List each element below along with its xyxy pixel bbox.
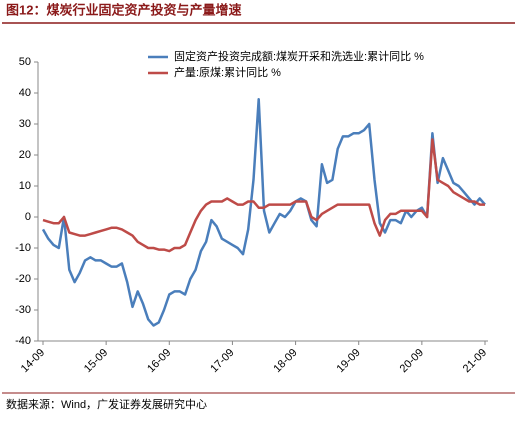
x-tick-label: 17-09 [208,347,236,375]
x-tick-label: 19-09 [335,347,363,375]
y-tick-label: 0 [25,211,31,223]
y-tick-label: 40 [19,87,31,99]
series-line [41,97,486,327]
x-tick-label: 18-09 [271,347,299,375]
y-tick-label: 20 [19,149,31,161]
x-tick-label: 16-09 [145,347,173,375]
x-tick-label: 14-09 [19,347,47,375]
y-tick-label: -10 [15,242,31,254]
y-tick-label: -20 [15,273,31,285]
chart-title: 图12：煤炭行业固定资产投资与产量增速 [6,2,241,17]
x-tick-label: 20-09 [398,347,426,375]
legend-label: 固定资产投资完成额:煤炭开采和洗选业:累计同比 % [174,49,424,63]
y-tick-label: -30 [15,304,31,316]
x-tick-label: 21-09 [461,347,489,375]
y-tick-label: 50 [19,56,31,68]
source: 数据来源：Wind，广发证券发展研究中心 [6,397,207,411]
x-tick-label: 15-09 [82,347,110,375]
y-tick-label: 10 [19,180,31,192]
series-line [42,138,485,253]
y-tick-label: 30 [19,118,31,130]
legend-label: 产量:原煤:累计同比 % [174,65,281,79]
y-tick-label: -40 [15,335,31,347]
